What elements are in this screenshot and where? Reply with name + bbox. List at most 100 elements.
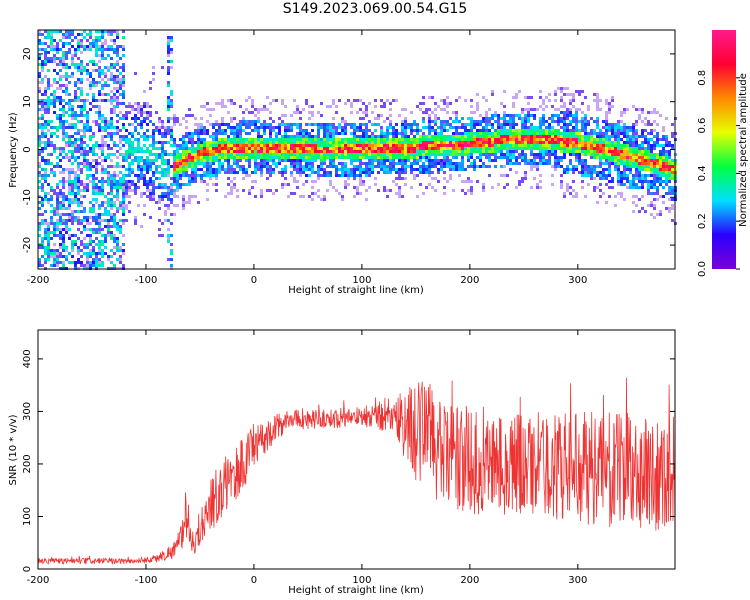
spectrogram-cell xyxy=(446,162,449,165)
spectrogram-cell xyxy=(671,192,674,195)
spectrogram-cell xyxy=(422,120,425,123)
spectrogram-cell xyxy=(401,147,404,150)
spectrogram-cell xyxy=(158,201,161,204)
spectrogram-cell xyxy=(53,96,56,99)
spectrogram-cell xyxy=(41,69,44,72)
spectrogram-cell xyxy=(644,159,647,162)
spectrogram-cell xyxy=(632,156,635,159)
spectrogram-cell xyxy=(413,174,416,177)
spectrogram-cell xyxy=(572,150,575,153)
spectrogram-cell xyxy=(107,156,110,159)
spectrogram-cell xyxy=(452,135,455,138)
spectrogram-cell xyxy=(473,141,476,144)
spectrogram-cell xyxy=(71,216,74,219)
spectrogram-cell xyxy=(542,144,545,147)
spectrogram-cell xyxy=(368,165,371,168)
spectrogram-cell xyxy=(200,105,203,108)
spectrogram-cell xyxy=(653,183,656,186)
spectrogram-cell xyxy=(389,123,392,126)
spectrogram-cell xyxy=(278,159,281,162)
spectrogram-cell xyxy=(254,147,257,150)
spectrogram-cell xyxy=(239,165,242,168)
spectrogram-cell xyxy=(527,117,530,120)
spectrogram-cell xyxy=(428,171,431,174)
spectrogram-cell xyxy=(440,144,443,147)
spectrogram-cell xyxy=(671,189,674,192)
spectrogram-cell xyxy=(149,114,152,117)
spectrogram-cell xyxy=(581,120,584,123)
spectrogram-cell xyxy=(89,30,92,33)
spectrogram-cell xyxy=(563,171,566,174)
spectrogram-cell xyxy=(632,135,635,138)
spectrogram-cell xyxy=(341,150,344,153)
spectrogram-cell xyxy=(521,144,524,147)
spectrogram-cell xyxy=(347,147,350,150)
spectrogram-cell xyxy=(368,186,371,189)
spectrogram-cell xyxy=(134,174,137,177)
spectrogram-cell xyxy=(608,108,611,111)
spectrogram-cell xyxy=(56,126,59,129)
spectrogram-cell xyxy=(182,207,185,210)
spectrogram-cell xyxy=(371,135,374,138)
spectrogram-cell xyxy=(107,219,110,222)
spectrogram-cell xyxy=(644,138,647,141)
spectrogram-cell xyxy=(251,120,254,123)
spectrogram-cell xyxy=(497,138,500,141)
spectrogram-cell xyxy=(137,177,140,180)
spectrogram-cell xyxy=(629,171,632,174)
spectrogram-cell xyxy=(581,180,584,183)
spectrogram-cell xyxy=(584,141,587,144)
spectrogram-cell xyxy=(521,135,524,138)
spectrogram-cell xyxy=(503,126,506,129)
spectrogram-cell xyxy=(587,144,590,147)
spectrogram-cell xyxy=(131,159,134,162)
spectrogram-cell xyxy=(272,156,275,159)
spectrogram-cell xyxy=(347,177,350,180)
spectrogram-cell xyxy=(182,198,185,201)
spectrogram-cell xyxy=(281,147,284,150)
spectrogram-cell xyxy=(107,132,110,135)
spectrogram-cell xyxy=(191,156,194,159)
spectrogram-cell xyxy=(119,180,122,183)
spectrogram-cell xyxy=(41,156,44,159)
spectrogram-cell xyxy=(449,138,452,141)
spectrogram-cell xyxy=(179,138,182,141)
figure-title: S149.2023.069.00.54.G15 xyxy=(282,1,468,17)
spectrogram-cell xyxy=(284,132,287,135)
spectrogram-cell xyxy=(395,168,398,171)
spectrogram-cell xyxy=(59,234,62,237)
spectrogram-cell xyxy=(644,174,647,177)
spectrogram-cell xyxy=(128,144,131,147)
spectrogram-cell xyxy=(98,108,101,111)
spectrogram-cell xyxy=(431,111,434,114)
spectrogram-cell xyxy=(62,51,65,54)
spectrogram-cell xyxy=(581,126,584,129)
spectrogram-cell xyxy=(578,147,581,150)
spectrogram-cell xyxy=(530,126,533,129)
spectrogram-cell xyxy=(68,66,71,69)
spectrogram-cell xyxy=(644,141,647,144)
spectrogram-cell xyxy=(92,207,95,210)
spectrogram-cell xyxy=(77,33,80,36)
spectrogram-cell xyxy=(461,147,464,150)
spectrogram-cell xyxy=(476,138,479,141)
spectrogram-cell xyxy=(626,108,629,111)
spectrogram-cell xyxy=(611,132,614,135)
spectrogram-cell xyxy=(68,159,71,162)
spectrogram-cell xyxy=(614,150,617,153)
spectrogram-cell xyxy=(290,165,293,168)
spectrogram-cell xyxy=(596,186,599,189)
spectrogram-cell xyxy=(98,105,101,108)
spectrogram-cell xyxy=(476,165,479,168)
spectrogram-cell xyxy=(41,186,44,189)
spectrogram-cell xyxy=(143,111,146,114)
spectrogram-cell xyxy=(296,138,299,141)
spectrogram-cell xyxy=(62,126,65,129)
spectrogram-cell xyxy=(365,198,368,201)
spectrogram-cell xyxy=(104,72,107,75)
spectrogram-cell xyxy=(104,252,107,255)
spectrogram-cell xyxy=(245,171,248,174)
spectrogram-cell xyxy=(314,123,317,126)
spectrogram-cell xyxy=(476,135,479,138)
spectrogram-cell xyxy=(104,237,107,240)
